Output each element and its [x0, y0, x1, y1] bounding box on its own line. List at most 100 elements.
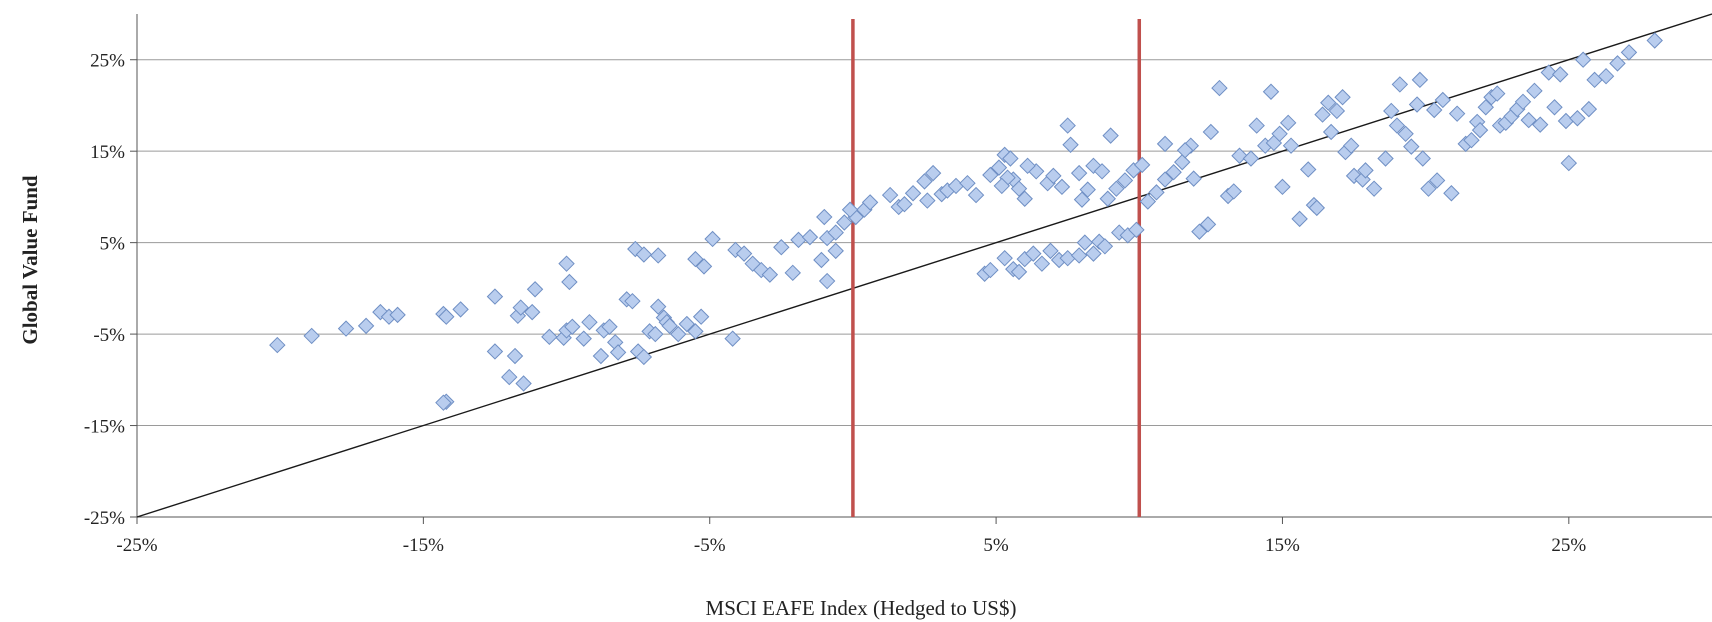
- data-point: [744, 255, 761, 272]
- data-point: [1443, 185, 1460, 202]
- data-point: [1308, 199, 1326, 217]
- data-point: [784, 264, 801, 282]
- data-point: [1574, 51, 1592, 68]
- data-point: [1108, 180, 1125, 197]
- data-point: [1111, 224, 1128, 241]
- data-point: [1139, 193, 1157, 210]
- data-point: [1342, 137, 1360, 154]
- data-point: [649, 247, 667, 264]
- data-point: [993, 177, 1011, 195]
- data-point: [1185, 170, 1202, 187]
- data-point: [861, 194, 879, 211]
- data-point: [1291, 210, 1308, 228]
- data-point: [916, 173, 933, 190]
- data-point: [1231, 147, 1248, 164]
- data-point: [1225, 183, 1242, 200]
- data-point: [1569, 110, 1586, 127]
- data-point: [627, 240, 644, 258]
- y-tick-label: 5%: [100, 234, 126, 255]
- data-point: [1102, 127, 1119, 144]
- data-point: [564, 318, 581, 335]
- data-point: [635, 348, 653, 366]
- y-tick-label: 15%: [90, 142, 125, 163]
- data-point: [1242, 150, 1260, 167]
- data-point: [816, 208, 833, 226]
- data-point: [1397, 125, 1414, 143]
- data-point: [1076, 234, 1094, 251]
- data-point: [687, 250, 704, 268]
- data-point: [1391, 76, 1409, 93]
- y-tick-labels: -25% -15% -5% 5% 15% 25%: [84, 51, 125, 529]
- data-point: [1176, 142, 1194, 159]
- data-point: [1514, 93, 1532, 111]
- x-tick-label: 5%: [983, 535, 1009, 556]
- data-point: [512, 299, 529, 316]
- data-point: [1328, 102, 1346, 120]
- gridlines: [137, 59, 1712, 427]
- y-tick-label: -5%: [93, 325, 125, 346]
- data-point: [982, 261, 999, 279]
- data-point: [1282, 137, 1300, 154]
- data-point: [1314, 106, 1331, 123]
- data-point: [1079, 181, 1096, 198]
- data-point: [1010, 180, 1028, 197]
- data-point: [695, 258, 713, 275]
- data-point: [1520, 111, 1537, 129]
- data-point: [526, 281, 544, 298]
- data-point: [1403, 138, 1420, 155]
- data-point: [1262, 83, 1280, 100]
- data-point: [1477, 99, 1494, 116]
- data-point: [924, 164, 942, 182]
- data-point: [1414, 150, 1431, 167]
- data-point: [753, 261, 770, 279]
- data-point: [1053, 178, 1071, 196]
- data-point: [1133, 156, 1151, 174]
- data-point: [1045, 167, 1062, 185]
- x-tick-label: -15%: [403, 535, 444, 556]
- data-point: [727, 241, 744, 259]
- data-point: [303, 327, 320, 345]
- data-point: [1070, 247, 1088, 264]
- data-point: [601, 318, 618, 335]
- data-point: [1096, 238, 1114, 255]
- data-point: [818, 272, 836, 290]
- x-tick-label: -5%: [694, 535, 726, 556]
- data-point: [1174, 153, 1191, 171]
- data-point: [486, 343, 504, 360]
- data-point: [609, 344, 627, 361]
- data-point: [486, 288, 504, 305]
- reference-line-layer: [136, 13, 1712, 518]
- data-point: [1448, 105, 1466, 122]
- data-point: [1010, 263, 1028, 281]
- data-point: [996, 249, 1013, 267]
- data-point: [337, 320, 355, 337]
- data-point: [1062, 136, 1079, 153]
- data-point: [501, 368, 518, 386]
- data-point: [1042, 242, 1059, 260]
- data-point: [1426, 101, 1443, 119]
- data-point: [435, 394, 452, 411]
- data-point: [678, 315, 696, 333]
- x-tick-label: 25%: [1551, 535, 1586, 556]
- data-point: [841, 201, 859, 218]
- data-point: [1597, 67, 1615, 85]
- data-point: [790, 231, 807, 249]
- axes: [130, 14, 1712, 524]
- data-point: [904, 185, 922, 202]
- data-point: [1202, 123, 1220, 141]
- data-point: [1540, 64, 1557, 81]
- data-point: [1354, 171, 1371, 188]
- data-point: [1059, 117, 1076, 134]
- data-point: [1489, 85, 1506, 102]
- data-point: [827, 224, 844, 241]
- data-point: [1116, 172, 1134, 189]
- data-point: [1383, 102, 1400, 120]
- data-point: [1019, 157, 1036, 175]
- y-tick-label: 25%: [90, 51, 125, 72]
- data-point: [372, 303, 389, 321]
- data-points: [269, 32, 1663, 411]
- data-point: [575, 330, 592, 347]
- data-point: [1156, 171, 1174, 188]
